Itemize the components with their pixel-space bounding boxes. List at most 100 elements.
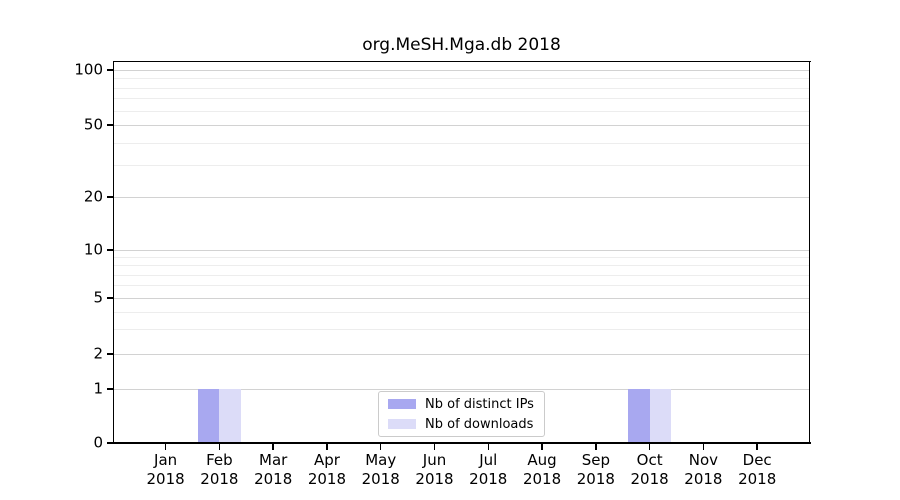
legend-swatch-downloads [388, 419, 416, 429]
gridline-minor [113, 274, 810, 276]
x-tick-mark [380, 443, 382, 450]
gridline-minor [113, 110, 810, 112]
y-tick-label: 50 [83, 115, 103, 134]
x-tick-year: 2018 [469, 470, 508, 488]
gridline-minor [113, 265, 810, 267]
gridline-minor [113, 142, 810, 144]
gridline-minor [113, 329, 810, 331]
y-tick-mark [106, 442, 113, 444]
x-tick-month: Aug [527, 451, 557, 469]
legend: Nb of distinct IPs Nb of downloads [378, 391, 545, 437]
x-tick-month: Nov [688, 451, 719, 469]
x-tick-mark [541, 443, 543, 450]
y-tick-label: 0 [93, 433, 103, 452]
y-tick-mark [106, 69, 113, 71]
x-tick-label-feb: Feb 2018 [184, 451, 254, 489]
gridline-minor [113, 257, 810, 259]
gridline-minor [113, 98, 810, 100]
y-tick-label: 1 [93, 379, 103, 398]
x-tick-year: 2018 [146, 470, 185, 488]
x-tick-month: Sep [581, 451, 610, 469]
y-tick-mark [106, 388, 113, 390]
x-tick-mark [164, 443, 167, 450]
plot-area [113, 61, 810, 443]
chart-title: org.MeSH.Mga.db 2018 [362, 35, 561, 55]
y-tick-label: 100 [74, 60, 103, 79]
x-tick-label-oct: Oct 2018 [615, 451, 685, 489]
gridline-minor [113, 165, 810, 167]
x-tick-mark [756, 443, 758, 450]
x-tick-mark [326, 443, 328, 450]
gridline-minor [113, 87, 810, 89]
y-tick-label: 2 [93, 344, 103, 363]
x-tick-year: 2018 [254, 470, 293, 488]
x-tick-year: 2018 [684, 470, 723, 488]
x-tick-year: 2018 [200, 470, 239, 488]
gridline-major [113, 197, 810, 198]
y-tick-mark [106, 124, 113, 126]
y-tick-mark [106, 353, 113, 355]
y-tick-label: 5 [93, 288, 103, 307]
x-tick-label-aug: Aug 2018 [507, 451, 577, 489]
gridline-major [113, 298, 810, 299]
x-tick-year: 2018 [576, 470, 615, 488]
x-tick-label-sep: Sep 2018 [561, 451, 631, 489]
x-tick-month: Dec [742, 451, 772, 469]
x-tick-month: Oct [636, 451, 663, 469]
x-tick-year: 2018 [415, 470, 454, 488]
x-tick-month: Jan [154, 451, 178, 469]
x-tick-mark [487, 443, 489, 450]
legend-label-downloads: Nb of downloads [425, 416, 534, 432]
legend-swatch-distinct-ips [388, 399, 416, 409]
x-tick-label-jun: Jun 2018 [400, 451, 470, 489]
x-tick-label-apr: Apr 2018 [292, 451, 362, 489]
x-tick-mark [272, 443, 274, 450]
x-tick-month: May [365, 451, 397, 469]
x-tick-mark [433, 443, 436, 450]
axis-spine-left [112, 61, 114, 443]
gridline-major [113, 70, 810, 71]
x-tick-label-may: May 2018 [346, 451, 416, 489]
gridline-major [113, 389, 810, 390]
y-tick-mark [106, 249, 113, 251]
gridline-major [113, 125, 810, 126]
bar-downloads-oct [649, 389, 672, 443]
x-tick-label-dec: Dec 2018 [722, 451, 792, 489]
bar-distinct-ips-oct [628, 389, 650, 443]
x-tick-month: Jun [422, 451, 447, 469]
legend-label-distinct-ips: Nb of distinct IPs [425, 396, 534, 412]
y-tick-label: 10 [83, 240, 103, 259]
y-tick-mark [106, 297, 113, 299]
x-tick-year: 2018 [307, 470, 347, 488]
x-tick-month: Jul [479, 451, 498, 469]
x-tick-label-mar: Mar 2018 [238, 451, 308, 489]
x-tick-year: 2018 [738, 470, 777, 488]
gridline-minor [113, 78, 810, 80]
bar-distinct-ips-feb [197, 389, 220, 443]
gridline-major [113, 354, 810, 355]
x-tick-mark [702, 443, 705, 450]
x-tick-mark [648, 443, 651, 450]
y-tick-label: 20 [83, 187, 103, 206]
axis-spine-right [809, 61, 811, 443]
x-tick-label-jan: Jan 2018 [131, 451, 201, 489]
legend-row-distinct-ips: Nb of distinct IPs [388, 397, 544, 412]
x-tick-month: Apr [313, 451, 340, 469]
x-tick-year: 2018 [630, 470, 669, 488]
gridline-minor [113, 285, 810, 287]
x-tick-mark [595, 443, 597, 450]
x-tick-month: Feb [206, 451, 233, 469]
axis-spine-top [112, 61, 811, 63]
gridline-minor [113, 311, 810, 313]
x-tick-year: 2018 [522, 470, 562, 488]
bar-downloads-feb [219, 389, 241, 443]
x-tick-mark [218, 443, 221, 450]
legend-row-downloads: Nb of downloads [388, 417, 544, 432]
y-tick-mark [106, 196, 113, 198]
x-tick-label-jul: Jul 2018 [453, 451, 523, 489]
x-tick-label-nov: Nov 2018 [668, 451, 738, 489]
gridline-major [113, 250, 810, 251]
x-tick-year: 2018 [361, 470, 400, 488]
x-tick-month: Mar [259, 451, 288, 469]
